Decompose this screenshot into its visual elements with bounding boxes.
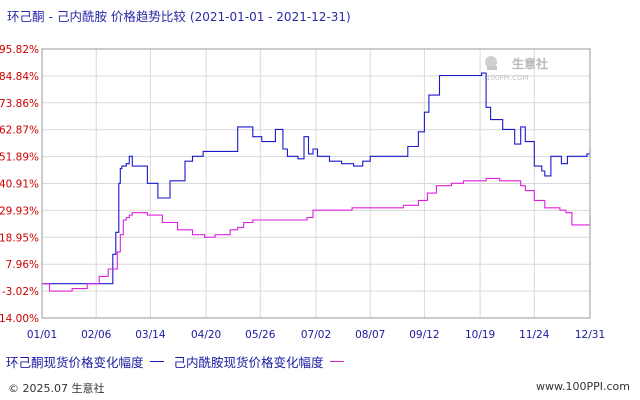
y-tick-label: 18.95% bbox=[0, 232, 39, 244]
legend: 环己酮现货价格变化幅度 己内酰胺现货价格变化幅度 bbox=[6, 352, 350, 371]
x-tick-label: 12/31 bbox=[575, 329, 605, 341]
x-tick-label: 05/26 bbox=[245, 329, 276, 341]
y-tick-label: 7.96% bbox=[6, 259, 39, 271]
grid bbox=[41, 48, 591, 319]
y-tick-label: 84.84% bbox=[0, 71, 39, 83]
footer-copyright: © 2025.07 生意社 bbox=[8, 382, 105, 395]
y-axis-ticks: 95.82% 84.84% 73.86% 62.87% 51.89% 40.91% 29.9… bbox=[0, 44, 39, 325]
x-tick-label: 03/14 bbox=[135, 329, 166, 341]
y-tick-label: 29.93% bbox=[0, 205, 39, 217]
y-tick-label: 51.89% bbox=[0, 152, 39, 164]
y-tick-label: 73.86% bbox=[0, 98, 39, 110]
y-tick-label: -3.02% bbox=[2, 286, 39, 298]
y-tick-label: 62.87% bbox=[0, 125, 39, 137]
x-axis-ticks: 01/01 02/06 03/14 04/20 05/26 07/02 08/07 09/12… bbox=[27, 329, 605, 341]
x-tick-label: 02/06 bbox=[81, 329, 112, 341]
x-tick-label: 07/02 bbox=[301, 329, 331, 341]
plot-frame bbox=[41, 48, 591, 319]
y-tick-label: 40.91% bbox=[0, 179, 39, 191]
legend-item-series2: 己内酰胺现货价格变化幅度 bbox=[174, 352, 344, 371]
legend-item-series1: 环己酮现货价格变化幅度 bbox=[6, 352, 164, 371]
watermark-url: 100PPI.COM bbox=[486, 74, 529, 82]
legend-swatch-series1 bbox=[149, 361, 164, 362]
x-tick-label: 08/07 bbox=[355, 329, 385, 341]
y-tick-label: 95.82% bbox=[0, 44, 39, 56]
y-tick-label: -14.00% bbox=[0, 313, 39, 325]
legend-swatch-series2 bbox=[329, 361, 344, 362]
date-range: (2021-01-01 - 2021-12-31) bbox=[189, 10, 351, 24]
series-line-2 bbox=[42, 177, 591, 292]
watermark-logo-icon bbox=[485, 56, 497, 70]
series bbox=[42, 72, 591, 292]
legend-label-series1: 环己酮现货价格变化幅度 bbox=[6, 355, 144, 370]
chart-title: 环己酮 - 己内酰胺 价格趋势比较 bbox=[7, 9, 186, 24]
x-tick-label: 04/20 bbox=[191, 329, 221, 341]
legend-label-series2: 己内酰胺现货价格变化幅度 bbox=[173, 355, 324, 370]
watermark: 生意社 100PPI.COM bbox=[485, 56, 548, 82]
series-line-1 bbox=[42, 72, 591, 285]
x-tick-label: 10/19 bbox=[465, 329, 495, 341]
x-tick-label: 09/12 bbox=[409, 329, 439, 341]
page-title: 环己酮 - 己内酰胺 价格趋势比较 (2021-01-01 - 2021-12-… bbox=[7, 6, 351, 25]
footer: © 2025.07 生意社 www.100PPI.com bbox=[0, 376, 640, 400]
x-tick-label: 11/24 bbox=[519, 329, 550, 341]
x-tick-label: 01/01 bbox=[27, 329, 57, 341]
watermark-name: 生意社 bbox=[512, 56, 548, 71]
footer-url[interactable]: www.100PPI.com bbox=[536, 380, 630, 393]
